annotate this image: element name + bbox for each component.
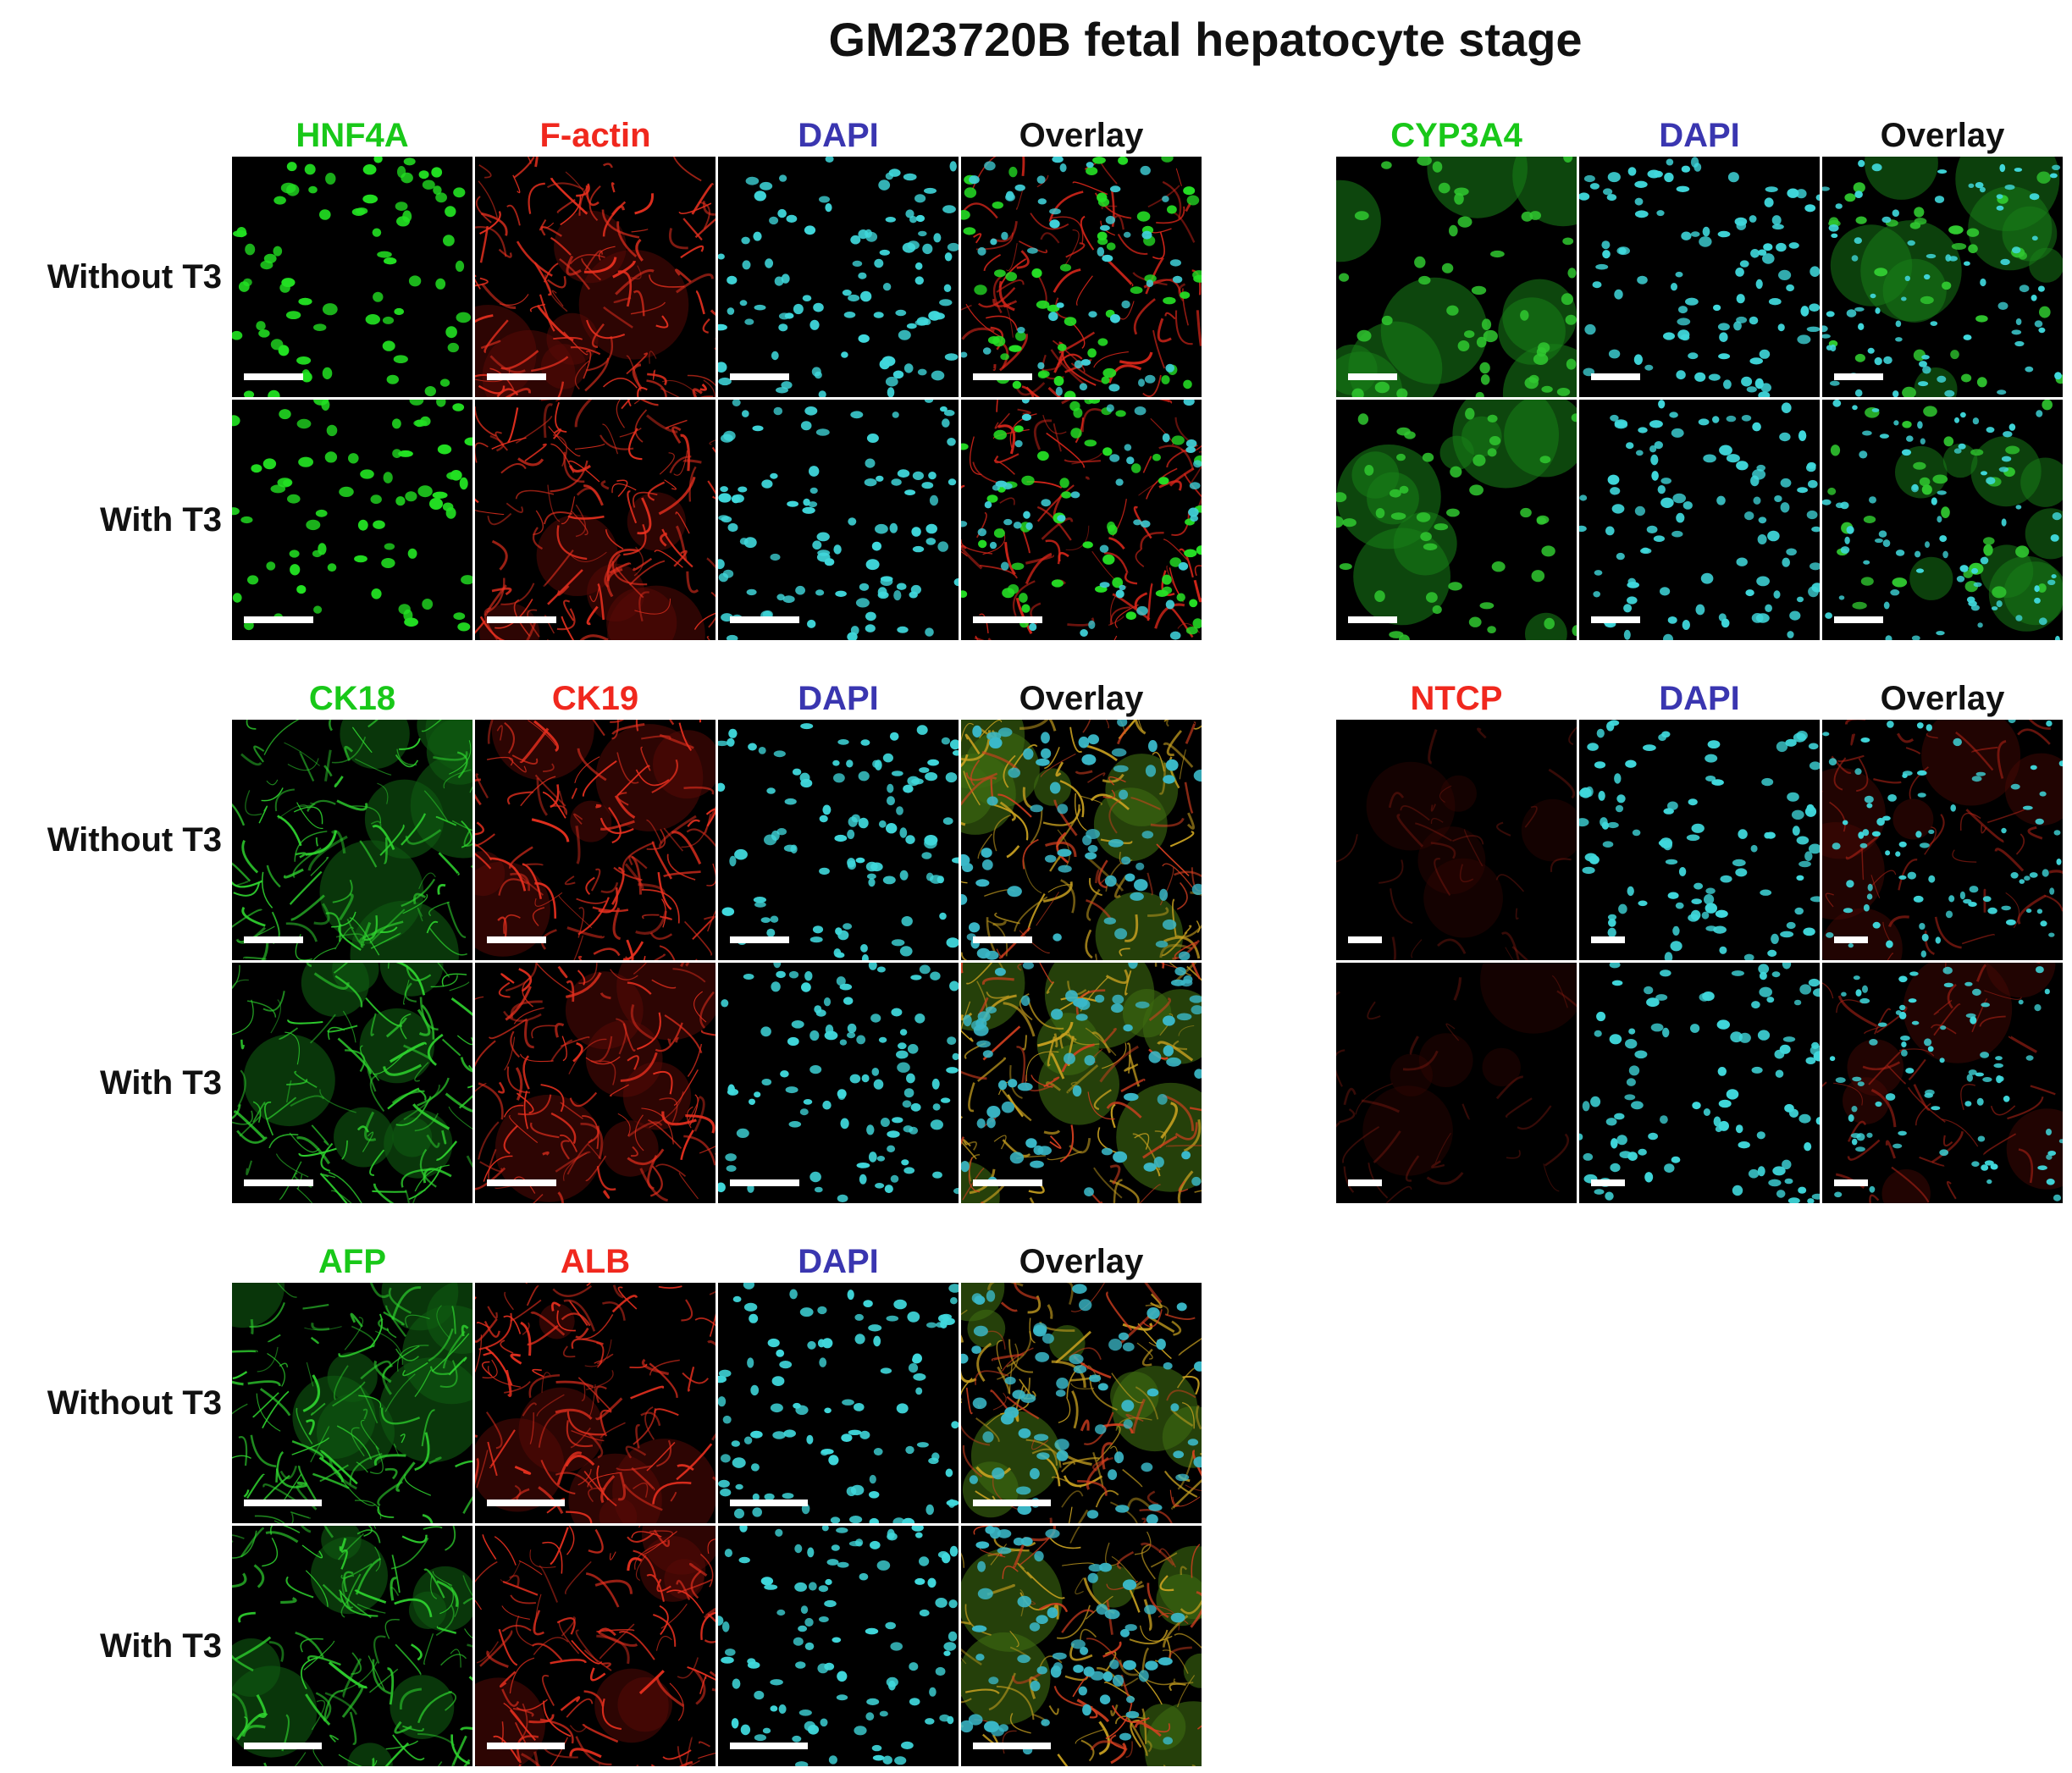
scale-bar (730, 373, 789, 380)
row-label-without-t3: Without T3 (47, 821, 222, 859)
micrograph-hnf4a-hnf4a-with-t3 (232, 400, 472, 640)
micrograph-afp-alb-with-t3 (475, 1526, 716, 1766)
micrograph-cyp3a4-overlay-with-t3 (1822, 400, 2063, 640)
scale-bar (244, 1500, 322, 1506)
micrograph-afp-afp-with-t3 (232, 1526, 472, 1766)
scale-bar (1834, 616, 1883, 623)
scale-bar (730, 936, 789, 943)
micrograph-cyp3a4-overlay-without-t3 (1822, 157, 2063, 397)
micrograph-ntcp-overlay-with-t3 (1822, 963, 2063, 1203)
micrograph-afp-afp-without-t3 (232, 1283, 472, 1523)
scale-bar (1348, 616, 1397, 623)
scale-bar (487, 1179, 556, 1186)
micrograph-hnf4a-overlay-without-t3 (961, 157, 1202, 397)
micrograph-afp-overlay-without-t3 (961, 1283, 1202, 1523)
column-label-dapi: DAPI (1659, 117, 1740, 154)
column-label-overlay: Overlay (1880, 680, 2005, 717)
scale-bar (973, 616, 1042, 623)
micrograph-ck18-dapi-with-t3 (718, 963, 959, 1203)
column-label-overlay: Overlay (1880, 117, 2005, 154)
scale-bar (1834, 373, 1883, 380)
column-label-dapi: DAPI (1659, 680, 1740, 717)
scale-bar (244, 373, 303, 380)
scale-bar (1834, 936, 1868, 943)
scale-bar (730, 616, 799, 623)
column-label-cyp3a4: CYP3A4 (1390, 117, 1522, 154)
scale-bar (487, 936, 546, 943)
micrograph-afp-dapi-with-t3 (718, 1526, 959, 1766)
scale-bar (244, 1179, 313, 1186)
scale-bar (1348, 373, 1397, 380)
scale-bar (1348, 1179, 1382, 1186)
micrograph-hnf4a-hnf4a-without-t3 (232, 157, 472, 397)
micrograph-cyp3a4-dapi-with-t3 (1579, 400, 1820, 640)
micrograph-afp-alb-without-t3 (475, 1283, 716, 1523)
micrograph-ck18-dapi-without-t3 (718, 720, 959, 960)
micrograph-ck18-ck19-with-t3 (475, 963, 716, 1203)
micrograph-hnf4a-f-actin-with-t3 (475, 400, 716, 640)
scale-bar (973, 1179, 1042, 1186)
micrograph-ntcp-overlay-without-t3 (1822, 720, 2063, 960)
micrograph-hnf4a-dapi-with-t3 (718, 400, 959, 640)
scale-bar (244, 616, 313, 623)
micrograph-ck18-ck18-without-t3 (232, 720, 472, 960)
column-label-dapi: DAPI (798, 1243, 879, 1280)
micrograph-hnf4a-f-actin-without-t3 (475, 157, 716, 397)
scale-bar (1591, 1179, 1625, 1186)
micrograph-cyp3a4-cyp3a4-with-t3 (1336, 400, 1577, 640)
micrograph-cyp3a4-dapi-without-t3 (1579, 157, 1820, 397)
scale-bar (973, 1743, 1051, 1749)
column-label-dapi: DAPI (798, 680, 879, 717)
scale-bar (730, 1743, 808, 1749)
micrograph-ntcp-dapi-without-t3 (1579, 720, 1820, 960)
row-label-without-t3: Without T3 (47, 1384, 222, 1422)
micrograph-ntcp-ntcp-with-t3 (1336, 963, 1577, 1203)
scale-bar (1591, 936, 1625, 943)
scale-bar (1591, 616, 1640, 623)
column-label-overlay: Overlay (1019, 117, 1144, 154)
scale-bar (487, 373, 546, 380)
row-label-without-t3: Without T3 (47, 258, 222, 296)
column-label-f-actin: F-actin (539, 117, 651, 154)
scale-bar (244, 1743, 322, 1749)
micrograph-cyp3a4-cyp3a4-without-t3 (1336, 157, 1577, 397)
scale-bar (973, 936, 1032, 943)
scale-bar (730, 1500, 808, 1506)
micrograph-hnf4a-overlay-with-t3 (961, 400, 1202, 640)
column-label-overlay: Overlay (1019, 680, 1144, 717)
scale-bar (730, 1179, 799, 1186)
micrograph-afp-dapi-without-t3 (718, 1283, 959, 1523)
scale-bar (487, 1743, 565, 1749)
column-label-dapi: DAPI (798, 117, 879, 154)
micrograph-ntcp-dapi-with-t3 (1579, 963, 1820, 1203)
column-label-ck18: CK18 (308, 680, 396, 717)
row-label-with-t3: With T3 (99, 1627, 222, 1665)
micrograph-ck18-ck18-with-t3 (232, 963, 472, 1203)
micrograph-hnf4a-dapi-without-t3 (718, 157, 959, 397)
micrograph-ntcp-ntcp-without-t3 (1336, 720, 1577, 960)
micrograph-ck18-ck19-without-t3 (475, 720, 716, 960)
micrograph-ck18-overlay-with-t3 (961, 963, 1202, 1203)
column-label-ck19: CK19 (551, 680, 639, 717)
row-label-with-t3: With T3 (99, 501, 222, 539)
scale-bar (1591, 373, 1640, 380)
micrograph-afp-overlay-with-t3 (961, 1526, 1202, 1766)
scale-bar (487, 616, 556, 623)
scale-bar (487, 1500, 565, 1506)
scale-bar (244, 936, 303, 943)
figure-title: GM23720B fetal hepatocyte stage (828, 13, 1583, 66)
column-label-ntcp: NTCP (1410, 680, 1503, 717)
scale-bar (1834, 1179, 1868, 1186)
column-label-hnf4a: HNF4A (296, 117, 409, 154)
column-label-afp: AFP (318, 1243, 386, 1280)
scale-bar (973, 373, 1032, 380)
column-label-alb: ALB (560, 1243, 631, 1280)
micrograph-ck18-overlay-without-t3 (961, 720, 1202, 960)
scale-bar (973, 1500, 1051, 1506)
scale-bar (1348, 936, 1382, 943)
column-label-overlay: Overlay (1019, 1243, 1144, 1280)
row-label-with-t3: With T3 (99, 1064, 222, 1102)
